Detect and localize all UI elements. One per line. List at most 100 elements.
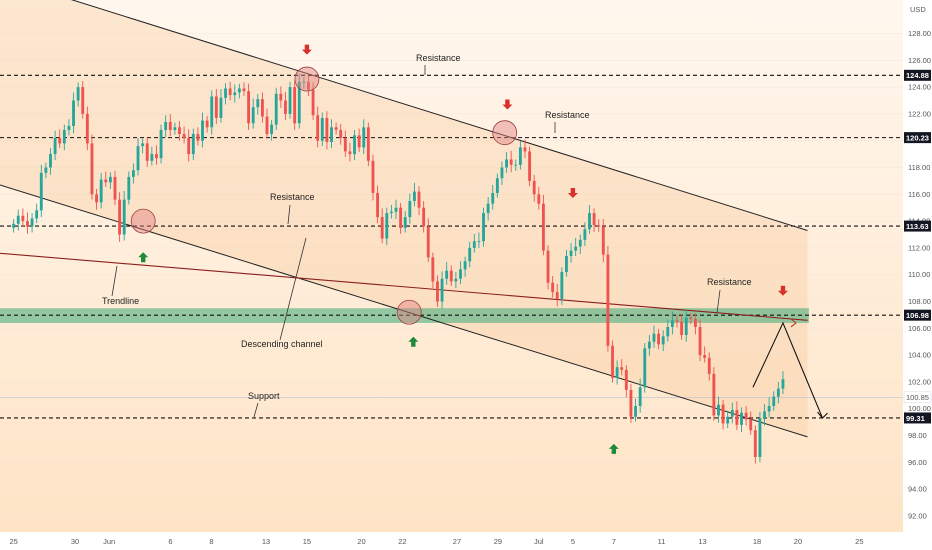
price-tag bbox=[904, 132, 931, 144]
candle-body bbox=[260, 99, 264, 117]
candle-body bbox=[53, 138, 57, 155]
candle-body bbox=[597, 225, 601, 227]
candle-body bbox=[127, 176, 131, 200]
candle-body bbox=[629, 389, 633, 417]
time-tick-label: 30 bbox=[71, 537, 79, 546]
price-tick-label: 110.00 bbox=[908, 270, 930, 279]
price-tick-label: 92.00 bbox=[908, 511, 927, 520]
channel-lower-line bbox=[0, 184, 808, 438]
candle-body bbox=[518, 147, 522, 165]
candle-body bbox=[247, 91, 251, 124]
candle-body bbox=[601, 226, 605, 255]
candle-body bbox=[67, 125, 71, 130]
candle-body bbox=[122, 199, 126, 235]
candle-body bbox=[343, 138, 347, 152]
candle-body bbox=[624, 369, 628, 390]
candle-body bbox=[592, 213, 596, 226]
candle-body bbox=[214, 96, 218, 118]
candle-body bbox=[366, 127, 370, 161]
candle-body bbox=[362, 127, 366, 148]
candle-body bbox=[555, 292, 559, 299]
candle-body bbox=[588, 213, 591, 230]
price-tick-label: 104.00 bbox=[908, 351, 931, 360]
candle-body bbox=[187, 138, 191, 155]
price-tick-label: 100.00 bbox=[908, 404, 931, 413]
candle-body bbox=[638, 387, 642, 407]
candle-body bbox=[509, 159, 513, 165]
candle-body bbox=[58, 138, 62, 144]
time-tick-label: 20 bbox=[794, 537, 802, 546]
candle-body bbox=[505, 159, 508, 168]
price-tick-label: 106.00 bbox=[908, 324, 931, 333]
candle-body bbox=[546, 250, 550, 283]
candle-body bbox=[108, 176, 112, 183]
candle-body bbox=[477, 241, 481, 243]
candle-body bbox=[670, 320, 674, 327]
candle-body bbox=[689, 317, 693, 319]
time-axis[interactable]: 25 30 Jun 6 8 13 15 20 22 27 29 Jul 5 7 11 13 18 20 25 bbox=[9, 537, 863, 546]
candle-body bbox=[394, 207, 398, 212]
candle-body bbox=[21, 215, 25, 222]
candle-body bbox=[740, 412, 743, 425]
candle-body bbox=[201, 120, 204, 141]
time-axis-background bbox=[0, 532, 903, 550]
time-tick-label: 29 bbox=[494, 537, 502, 546]
candle-body bbox=[155, 154, 158, 159]
candle-body bbox=[141, 143, 145, 147]
candle-body bbox=[357, 135, 361, 148]
price-tag-label: 120.23 bbox=[906, 133, 929, 142]
candle-body bbox=[647, 341, 651, 349]
candle-body bbox=[237, 88, 241, 93]
candle-body bbox=[297, 81, 301, 124]
trendline bbox=[0, 252, 808, 321]
candle-body bbox=[657, 333, 661, 345]
price-tick-label: 128.00 bbox=[908, 29, 931, 38]
price-tag-label: 113.63 bbox=[906, 222, 929, 231]
price-tag-label: 99.31 bbox=[906, 414, 925, 423]
candle-body bbox=[330, 127, 333, 143]
time-tick-label: 5 bbox=[571, 537, 575, 546]
channel-area bbox=[0, 0, 808, 437]
candle-body bbox=[104, 179, 108, 183]
candle-body bbox=[583, 229, 587, 240]
candle-body bbox=[537, 194, 541, 204]
candle-body bbox=[302, 81, 306, 83]
candle-body bbox=[403, 217, 407, 228]
candle-body bbox=[454, 278, 458, 282]
trendline-arrowhead bbox=[790, 318, 797, 328]
candle-body bbox=[145, 143, 149, 161]
candle-body bbox=[353, 135, 356, 155]
time-tick-label: 13 bbox=[262, 537, 270, 546]
candle-body bbox=[753, 430, 757, 457]
candle-body bbox=[684, 317, 688, 336]
candle-body bbox=[191, 134, 195, 155]
candle-body bbox=[376, 192, 379, 218]
candle-body bbox=[307, 81, 310, 90]
candle-body bbox=[763, 411, 766, 419]
candle-body bbox=[712, 373, 716, 416]
time-tick-label: 7 bbox=[612, 537, 616, 546]
annotations: Resistance Resistance Resistance Resista… bbox=[102, 53, 752, 418]
candle-body bbox=[532, 180, 536, 195]
arrow-up-icon bbox=[608, 443, 619, 454]
candle-body bbox=[389, 211, 393, 214]
candle-body bbox=[205, 120, 209, 128]
price-tick-label: 108.00 bbox=[908, 297, 931, 306]
candle-body bbox=[159, 129, 163, 159]
time-tick-label: 15 bbox=[303, 537, 311, 546]
price-tick-label: 94.00 bbox=[908, 485, 927, 494]
candle-body bbox=[634, 406, 637, 417]
candle-body bbox=[81, 87, 85, 114]
candle-body bbox=[164, 121, 168, 130]
candle-body bbox=[385, 213, 389, 239]
candle-body bbox=[528, 151, 532, 181]
time-tick-label: Jun bbox=[103, 537, 115, 546]
time-tick-label: 6 bbox=[168, 537, 172, 546]
candle-body bbox=[35, 210, 39, 219]
forecast-line bbox=[752, 321, 824, 419]
arrow-down-icon bbox=[777, 285, 788, 296]
candle-body bbox=[707, 357, 711, 374]
candle-body bbox=[426, 226, 430, 258]
candle-body bbox=[698, 326, 702, 356]
